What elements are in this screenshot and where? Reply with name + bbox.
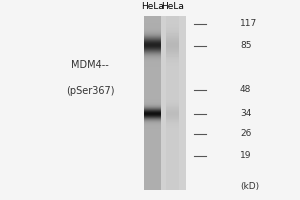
Text: 34: 34 <box>240 110 251 118</box>
Text: 117: 117 <box>240 20 257 28</box>
Text: MDM4--: MDM4-- <box>71 60 109 70</box>
Bar <box>144 16 186 190</box>
Text: 48: 48 <box>240 85 251 94</box>
Text: HeLa: HeLa <box>141 2 164 11</box>
Text: 19: 19 <box>240 152 251 160</box>
Text: HeLa: HeLa <box>161 2 184 11</box>
Text: 26: 26 <box>240 130 251 138</box>
Text: 85: 85 <box>240 42 251 50</box>
Text: (kD): (kD) <box>240 182 259 190</box>
Text: (pSer367): (pSer367) <box>66 86 114 96</box>
